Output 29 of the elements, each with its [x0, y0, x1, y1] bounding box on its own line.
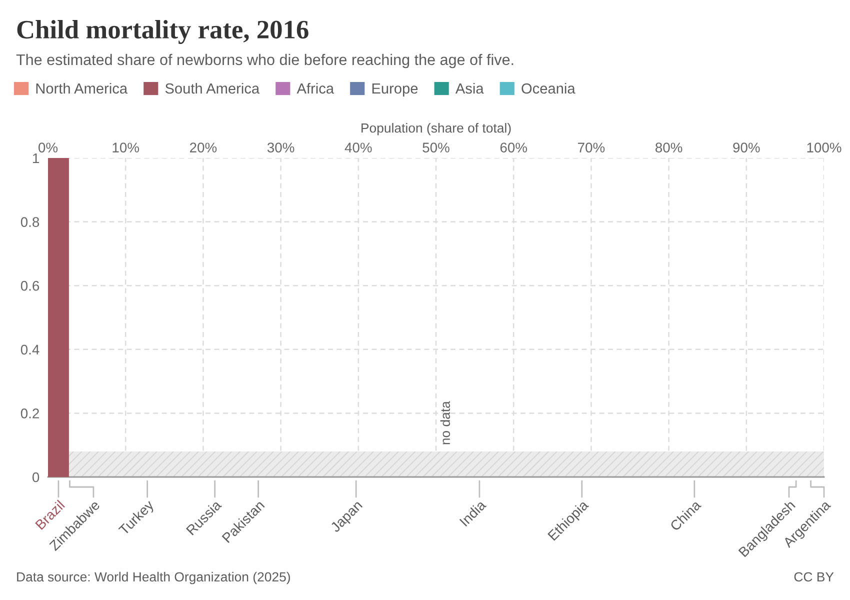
x-tick-label: 40%	[344, 142, 372, 152]
y-tick-label: 0.8	[20, 217, 40, 227]
x-tick-label: 90%	[733, 142, 760, 152]
x-tick-label: 50%	[422, 142, 450, 152]
legend-label: Oceania	[522, 82, 576, 94]
y-tick-label: 0.6	[20, 280, 40, 291]
legend-label: Africa	[296, 82, 334, 94]
x-tick-label: 70%	[578, 142, 605, 152]
x-tick-label: 60%	[500, 142, 528, 152]
x-tick-label: 30%	[267, 142, 294, 152]
band-label: no data	[440, 401, 450, 444]
text: CC BY	[794, 572, 834, 582]
chart-title: Child mortality rate, 2016	[17, 20, 308, 44]
y-tick-label: 0.4	[20, 344, 40, 355]
legend-label: North America	[36, 82, 128, 94]
x-tick-label: 10%	[112, 142, 140, 152]
x-tick-label: 100%	[807, 142, 842, 152]
x-tick-label: 0%	[38, 142, 58, 152]
y-tick-label: 1	[33, 153, 39, 164]
legend-label: Europe	[372, 83, 418, 97]
legend-label: South America	[165, 82, 260, 94]
legend-label: Asia	[455, 82, 484, 94]
x-axis-title: Population (share of total)	[362, 122, 511, 136]
y-tick-label: 0	[32, 472, 40, 482]
y-tick-label: 0.2	[20, 408, 39, 418]
x-tick-label: 20%	[190, 142, 217, 152]
x-tick-label: 80%	[656, 142, 682, 152]
chart-subtitle: The estimated share of newborns who die before reaching the age of five.	[16, 54, 514, 68]
source-note: Data source: World Health Organization (2025)	[17, 572, 290, 584]
